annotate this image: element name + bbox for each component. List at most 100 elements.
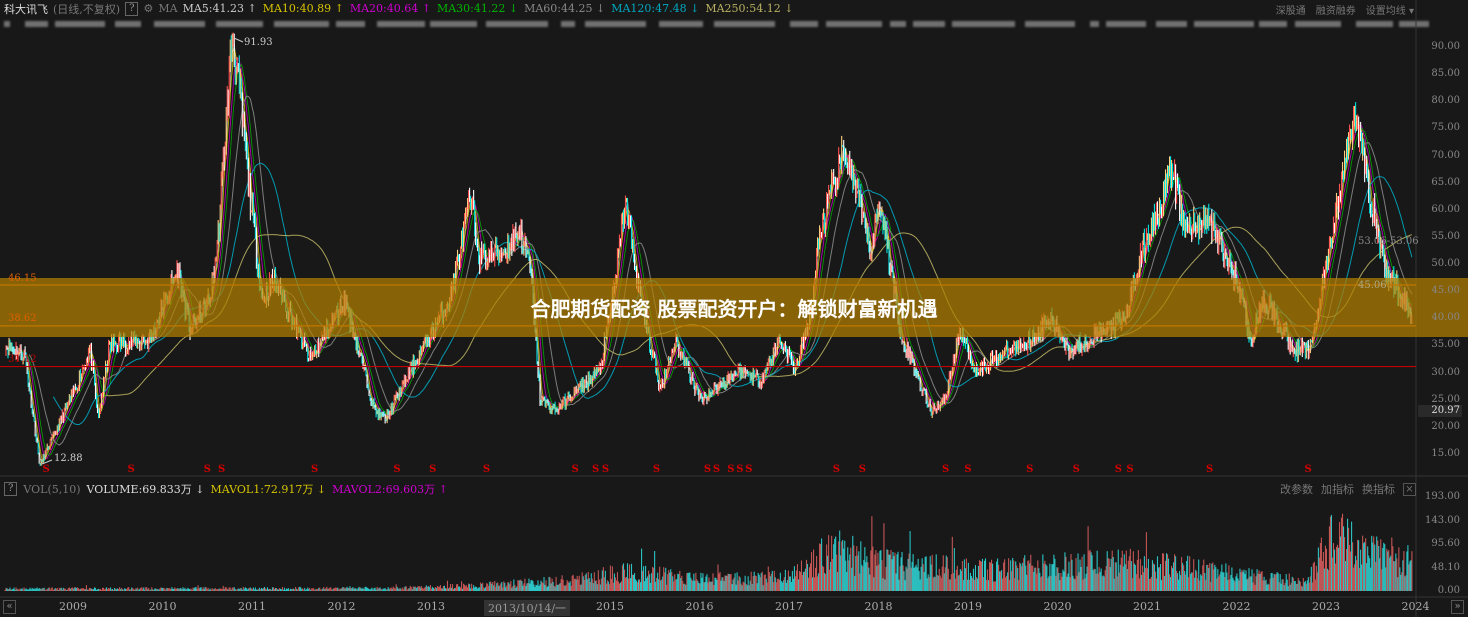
time-tick: 2009: [59, 600, 87, 613]
gear-icon[interactable]: ⚙: [143, 2, 154, 15]
price-tick: 30.00: [1431, 366, 1460, 378]
blurred-text: [274, 21, 330, 27]
stock-name: 科大讯飞: [4, 2, 48, 16]
blurred-text: [429, 21, 477, 27]
price-tick: 20.00: [1431, 420, 1460, 432]
mavol1-value: MAVOL1:72.917万 ↓: [210, 483, 327, 496]
ma-value-6: MA250:54.12 ↓: [705, 2, 794, 15]
sell-signal: S: [217, 464, 226, 475]
time-tick: 2015: [596, 600, 624, 613]
price-tick: 25.00: [1431, 393, 1460, 405]
sell-signal: S: [745, 464, 753, 475]
time-tick: 2018: [864, 600, 893, 613]
sell-signal: S: [393, 464, 401, 475]
sell-signal: S: [712, 464, 721, 475]
volume-tick: 48.10: [1431, 561, 1460, 573]
sell-signal: S: [1304, 464, 1312, 475]
level-label-2: 38.62: [8, 313, 37, 324]
blurred-text: [1156, 21, 1188, 27]
blurred-text: [1398, 21, 1430, 27]
blurred-text: [1025, 21, 1076, 27]
sell-signal: S: [727, 464, 735, 475]
price-tick: 50.00: [1431, 258, 1460, 270]
blurred-text: [1089, 21, 1100, 27]
sell-signal: S: [736, 464, 744, 475]
cursor-date: 2013/10/14/一: [483, 600, 571, 616]
add-indicator-button[interactable]: 加指标: [1321, 483, 1354, 496]
sell-signal: S: [858, 464, 866, 475]
ma-annotation-mid: 45.06: [1358, 280, 1387, 291]
time-tick: 2022: [1222, 600, 1251, 613]
sell-signal: S: [942, 464, 950, 475]
blurred-text: [215, 21, 263, 27]
blurred-text: [714, 21, 775, 27]
sell-signal: S: [127, 464, 135, 475]
low-pointer: [41, 459, 53, 465]
level-label-1: 46.15: [8, 273, 37, 284]
blurred-text: [1355, 21, 1393, 27]
sell-signal: S: [592, 464, 600, 475]
link-hk-connect[interactable]: 深股通: [1275, 6, 1306, 17]
close-icon[interactable]: ×: [1403, 482, 1416, 496]
vol-help-button[interactable]: ?: [4, 482, 18, 496]
time-tick: 2019: [954, 600, 982, 613]
help-button[interactable]: ?: [125, 1, 139, 16]
ma-value-4: MA60:44.25 ↓: [524, 2, 606, 15]
time-tick: 2013: [417, 600, 445, 613]
volume-tick: 143.00: [1425, 515, 1460, 527]
time-tick: 2020: [1043, 600, 1072, 613]
switch-indicator-button[interactable]: 换指标: [1362, 483, 1395, 496]
sell-signal: S: [482, 464, 491, 475]
blurred-text: [377, 21, 426, 27]
sell-signal: S: [652, 464, 661, 475]
time-tick: 2010: [148, 600, 177, 613]
chart-header: 科大讯飞 (日线,不复权) ? ⚙ MA MA5:41.23 ↑ MA10:40.…: [0, 0, 1468, 17]
sell-signal: S: [311, 464, 319, 475]
low-annotation: 12.88: [54, 453, 83, 464]
time-tick: 2021: [1133, 600, 1161, 613]
sell-signal: S: [601, 464, 610, 475]
price-tick: 55.00: [1431, 230, 1460, 242]
link-margin[interactable]: 融资融券: [1315, 6, 1356, 17]
price-tick: 65.00: [1431, 176, 1460, 188]
blurred-text: [913, 21, 945, 27]
price-tick: 75.00: [1431, 122, 1460, 134]
sell-signal: S: [429, 464, 437, 475]
blurred-text: [486, 21, 548, 27]
current-price-tag: 20.97: [1418, 405, 1462, 417]
high-annotation: 91.93: [244, 37, 273, 48]
blurred-text: [153, 21, 206, 27]
blurred-text: [561, 21, 575, 27]
blurred-text: [789, 21, 819, 27]
volume-tick: 193.00: [1425, 491, 1460, 502]
blurred-text: [890, 21, 906, 27]
time-tick: 2016: [685, 600, 714, 613]
sell-signal: S: [832, 464, 841, 475]
ma-value-2: MA20:40.64 ↑: [349, 2, 431, 15]
vol-name[interactable]: VOL(5,10): [23, 482, 81, 496]
adjust-mode[interactable]: (日线,不复权): [53, 2, 121, 16]
scroll-left-button[interactable]: «: [3, 600, 16, 614]
ma-line-120: [52, 162, 1413, 425]
price-tick: 60.00: [1431, 203, 1460, 215]
time-tick: 2024: [1401, 600, 1430, 613]
link-ma-settings[interactable]: 设置均线 ▾: [1365, 6, 1414, 17]
time-tick: 2023: [1312, 600, 1340, 613]
volume-header: ? VOL(5,10) VOLUME:69.833万 ↓ MAVOL1:72.9…: [4, 481, 448, 497]
blurred-text: [584, 21, 647, 27]
blurred-text: [54, 21, 105, 27]
price-tick: 85.00: [1431, 68, 1460, 80]
price-tick: 15.00: [1431, 447, 1460, 459]
blurred-text: [1258, 21, 1287, 27]
header-links: 深股通 融资融券 设置均线 ▾: [1276, 2, 1414, 17]
price-tick: 35.00: [1431, 339, 1460, 351]
time-tick: 2012: [327, 600, 356, 613]
blurred-info-row: [4, 20, 1430, 28]
overlay-text: 合肥期货配资 股票配资开户：解锁财富新机遇: [530, 297, 938, 321]
edit-params-button[interactable]: 改参数: [1280, 483, 1313, 496]
blurred-text: [658, 21, 704, 27]
ma-value-5: MA120:47.48 ↓: [611, 2, 700, 15]
ma-value-1: MA10:40.89 ↑: [262, 2, 344, 15]
ma-line-10: [8, 48, 1413, 464]
scroll-right-button[interactable]: »: [1451, 600, 1464, 614]
